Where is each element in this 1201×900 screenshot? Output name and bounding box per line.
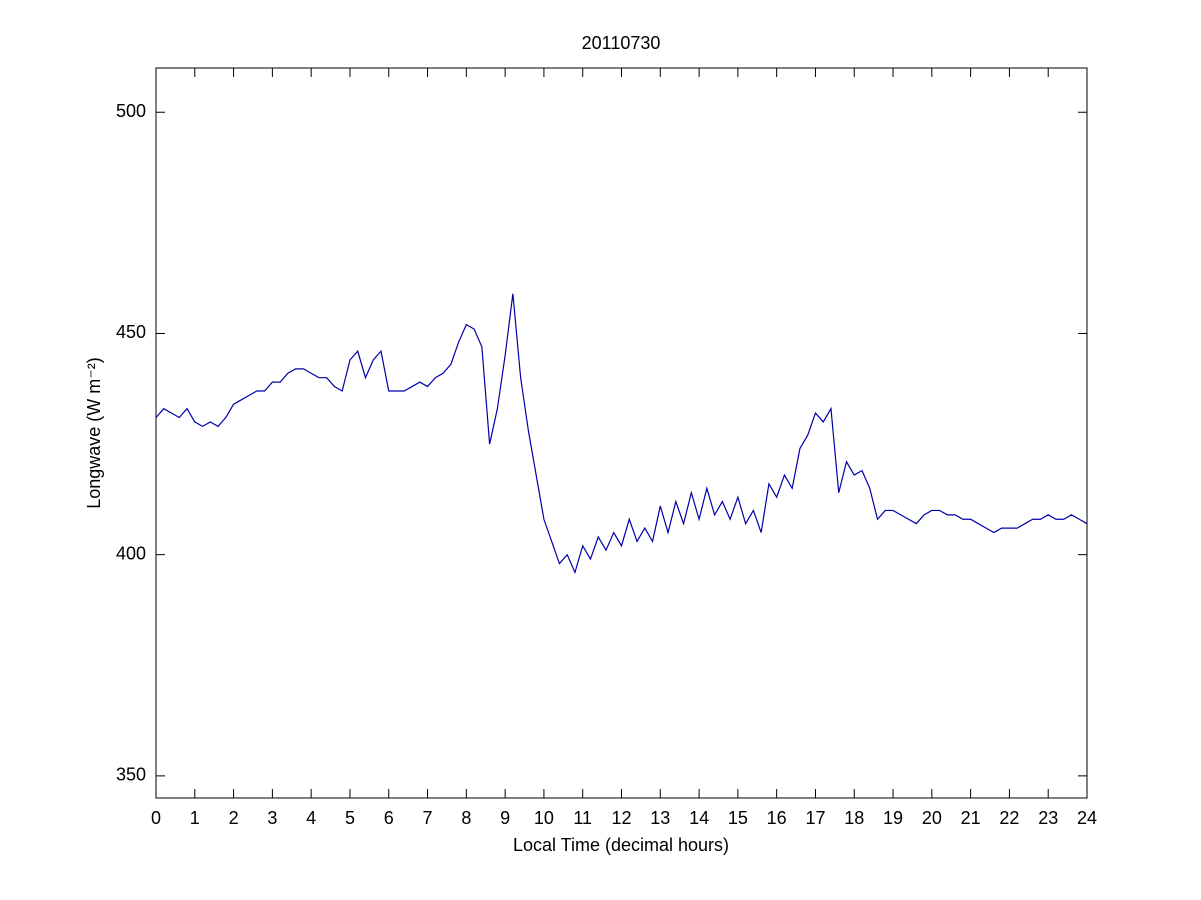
data-line [155,293,1088,575]
x-tick-label: 1 [190,808,200,828]
x-tick-label: 3 [267,808,277,828]
x-tick-label: 0 [151,808,161,828]
chart-title: 20110730 [582,33,661,53]
x-tick-label: 7 [423,808,433,828]
x-tick-label: 17 [805,808,825,828]
x-tick-label: 21 [961,808,981,828]
x-tick-label: 10 [534,808,554,828]
x-tick-label: 18 [844,808,864,828]
x-tick-label: 5 [345,808,355,828]
y-axis-label: Longwave (W m⁻²) [84,357,104,509]
x-tick-label: 6 [384,808,394,828]
x-tick-label: 13 [650,808,670,828]
x-tick-label: 15 [728,808,748,828]
x-tick-label: 2 [229,808,239,828]
x-tick-label: 14 [689,808,709,828]
x-tick-label: 9 [500,808,510,828]
x-tick-label: 11 [573,808,592,828]
plot-area [155,67,1088,799]
y-tick-label: 350 [116,765,146,785]
y-tick-label: 450 [116,322,146,342]
y-tick-label: 500 [116,101,146,121]
x-tick-label: 23 [1038,808,1058,828]
x-tick-label: 12 [611,808,631,828]
x-tick-label: 4 [306,808,316,828]
x-tick-label: 24 [1077,808,1097,828]
x-tick-label: 16 [767,808,787,828]
x-axis-label: Local Time (decimal hours) [513,835,729,855]
x-tick-label: 8 [461,808,471,828]
x-tick-label: 20 [922,808,942,828]
x-tick-label: 22 [999,808,1019,828]
x-tick-label: 19 [883,808,903,828]
y-tick-label: 400 [116,543,146,563]
